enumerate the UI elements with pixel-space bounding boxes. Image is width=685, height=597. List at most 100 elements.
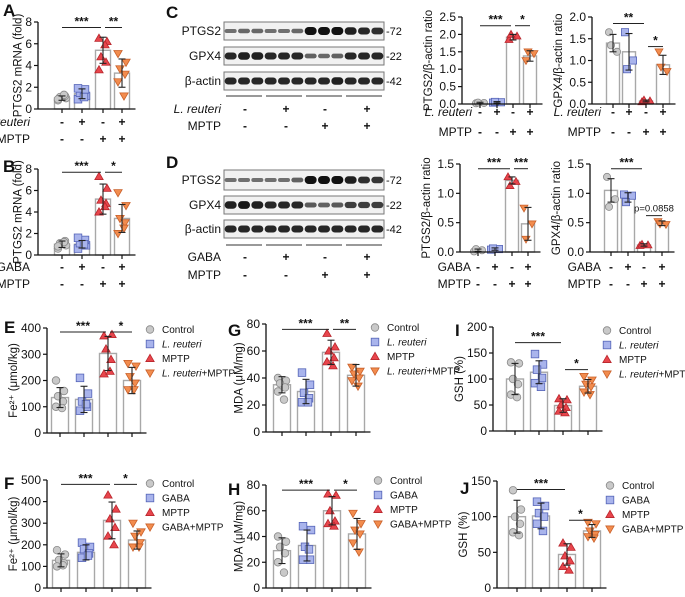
treatment-sign: + — [363, 102, 370, 116]
molecular-weight-marker: -72 — [386, 26, 402, 38]
legend-triangle-down-marker — [145, 369, 155, 378]
legend-italic-text: L. reuteri — [387, 338, 427, 349]
treatment-sign: + — [99, 277, 106, 291]
circle-marker — [508, 486, 518, 495]
blot-band — [251, 225, 264, 233]
blot-band — [238, 201, 250, 209]
blot-band — [344, 176, 357, 184]
y-tick-label: 2.0 — [569, 10, 586, 24]
y-tick-label: 100 — [21, 400, 41, 414]
molecular-weight-marker: -72 — [386, 175, 402, 187]
band-label: PTGS2 — [182, 173, 222, 187]
triangle-up-marker — [322, 356, 332, 366]
treatment-sign: - — [609, 260, 613, 274]
treatment-sign: + — [642, 125, 649, 139]
significance-label: *** — [78, 471, 92, 485]
square-marker — [621, 28, 630, 37]
treatment-label: L. reuteri — [174, 102, 222, 116]
blot-strip — [223, 46, 385, 66]
y-tick-label: 6 — [25, 37, 32, 51]
treatment-sign: - — [80, 132, 84, 146]
triangle-up-marker — [554, 393, 564, 403]
legend-entry: Control — [162, 479, 194, 490]
legend-italic-text: L. reuteri — [619, 341, 659, 352]
y-tick-label: 150 — [467, 346, 487, 360]
circle-marker — [59, 90, 69, 100]
y-axis-label: GSH (%) — [458, 511, 470, 557]
blot-band — [304, 77, 317, 85]
y-tick-label: 0 — [484, 581, 491, 595]
y-tick-label: 200 — [21, 538, 41, 552]
triangle-down-marker — [121, 202, 131, 211]
legend-entry: MPTP — [622, 510, 650, 521]
y-axis-label: Fe²⁺ (μmol/kg) — [8, 343, 20, 418]
legend-entry: L. reuteri+MPTP — [387, 367, 460, 378]
blot-band — [344, 27, 357, 35]
triangle-down-marker — [123, 386, 133, 395]
y-tick-label: 8 — [25, 15, 32, 29]
y-tick-label: 1.5 — [437, 157, 454, 171]
treatment-sign: + — [625, 105, 632, 119]
blot-band — [251, 177, 264, 183]
triangle-down-marker — [583, 518, 593, 528]
legend-circle-marker — [602, 326, 612, 335]
blot-band — [278, 225, 290, 233]
significance-label: *** — [74, 159, 88, 173]
triangle-down-marker — [120, 70, 130, 80]
treatment-sign: - — [493, 277, 497, 291]
band-label: PTGS2 — [182, 24, 222, 38]
triangle-down-marker — [113, 189, 123, 198]
y-tick-label: 0 — [25, 102, 32, 116]
blot-band — [331, 225, 344, 233]
blot-band — [251, 201, 264, 209]
blot-band — [291, 177, 304, 183]
treatment-sign: + — [526, 105, 533, 119]
y-tick-label: 200 — [467, 320, 487, 334]
triangle-down-marker — [120, 219, 130, 228]
legend-text: +MPTP — [426, 367, 460, 378]
treatment-label: MPTP — [438, 277, 471, 291]
treatment-sign: + — [509, 125, 516, 139]
treatment-sign: - — [60, 115, 64, 129]
square-marker — [538, 526, 548, 536]
blot-band — [371, 176, 384, 184]
blot-band — [344, 225, 357, 233]
square-marker — [73, 233, 83, 242]
treatment-sign: - — [243, 102, 247, 116]
legend-circle-marker — [370, 323, 380, 332]
y-axis-label: PTGS2/β-actin ratio — [423, 10, 435, 111]
legend-entry: GABA — [390, 491, 418, 502]
blot-band — [278, 77, 290, 85]
treatment-sign: - — [626, 277, 630, 291]
treatment-sign: + — [659, 125, 666, 139]
blot-band — [278, 177, 290, 183]
legend-square-marker — [370, 337, 380, 347]
blot-band — [304, 27, 317, 35]
bar — [504, 179, 520, 253]
circle-marker — [515, 519, 525, 528]
legend-entry: MPTP — [390, 505, 418, 516]
blot-band — [251, 52, 264, 60]
triangle-down-marker — [113, 50, 123, 59]
triangle-down-marker — [135, 539, 145, 548]
triangle-up-marker — [331, 490, 341, 499]
triangle-up-marker — [107, 329, 117, 339]
square-marker — [539, 512, 549, 521]
blot-band — [264, 28, 277, 34]
treatment-sign: - — [627, 125, 631, 139]
triangle-down-marker — [113, 78, 123, 87]
triangle-down-marker — [348, 539, 358, 548]
blot-band — [371, 52, 384, 60]
y-tick-label: 2 — [25, 80, 32, 94]
treatment-sign: - — [60, 132, 64, 146]
square-marker — [304, 545, 314, 554]
treatment-sign: - — [476, 260, 480, 274]
significance-label: * — [343, 477, 348, 491]
blot-band — [358, 77, 370, 85]
treatment-sign: - — [495, 125, 499, 139]
square-marker — [532, 497, 542, 506]
y-tick-label: 0 — [34, 581, 41, 595]
